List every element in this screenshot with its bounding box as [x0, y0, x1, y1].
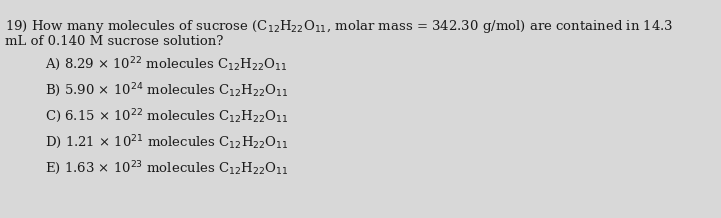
- Text: 19) How many molecules of sucrose (C$_{12}$H$_{22}$O$_{11}$, molar mass = 342.30: 19) How many molecules of sucrose (C$_{1…: [5, 18, 673, 35]
- Text: C) 6.15 × 10$^{22}$ molecules C$_{12}$H$_{22}$O$_{11}$: C) 6.15 × 10$^{22}$ molecules C$_{12}$H$…: [45, 107, 288, 125]
- Text: A) 8.29 × 10$^{22}$ molecules C$_{12}$H$_{22}$O$_{11}$: A) 8.29 × 10$^{22}$ molecules C$_{12}$H$…: [45, 55, 288, 73]
- Text: B) 5.90 × 10$^{24}$ molecules C$_{12}$H$_{22}$O$_{11}$: B) 5.90 × 10$^{24}$ molecules C$_{12}$H$…: [45, 81, 288, 99]
- Text: D) 1.21 × 10$^{21}$ molecules C$_{12}$H$_{22}$O$_{11}$: D) 1.21 × 10$^{21}$ molecules C$_{12}$H$…: [45, 133, 289, 151]
- Text: E) 1.63 × 10$^{23}$ molecules C$_{12}$H$_{22}$O$_{11}$: E) 1.63 × 10$^{23}$ molecules C$_{12}$H$…: [45, 159, 288, 177]
- Text: mL of 0.140 M sucrose solution?: mL of 0.140 M sucrose solution?: [5, 35, 224, 48]
